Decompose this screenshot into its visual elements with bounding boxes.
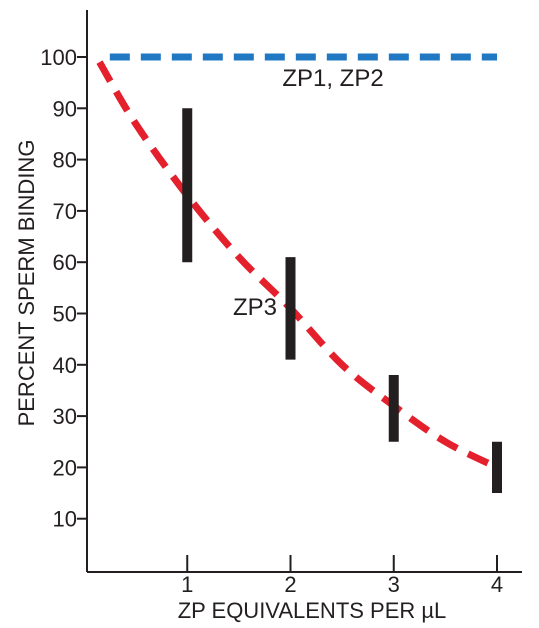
y-axis-title: PERCENT SPERM BINDING xyxy=(14,140,39,427)
x-axis-title: ZP EQUIVALENTS PER µL xyxy=(178,598,447,623)
y-tick-label: 90 xyxy=(53,96,77,121)
series-label-zp1-zp2: ZP1, ZP2 xyxy=(282,65,383,92)
labels-layer: ZP1, ZP2 ZP3 xyxy=(233,65,384,321)
y-tick-label: 80 xyxy=(53,148,77,173)
y-tick-label: 100 xyxy=(40,45,77,70)
y-tick-label: 70 xyxy=(53,199,77,224)
series-label-zp3: ZP3 xyxy=(233,294,277,321)
errorbar-layer xyxy=(182,108,502,494)
y-tick-label: 40 xyxy=(53,353,77,378)
y-tick-label: 50 xyxy=(53,302,77,327)
series-line-zp3 xyxy=(96,60,499,471)
x-tick-label: 3 xyxy=(388,572,400,597)
y-tick-label: 20 xyxy=(53,455,77,480)
x-tick-label: 2 xyxy=(284,572,296,597)
x-tick-label: 1 xyxy=(181,572,193,597)
y-tick-label: 60 xyxy=(53,250,77,275)
y-ticks: 10 20 30 40 50 60 70 80 90 100 xyxy=(40,45,87,532)
y-tick-label: 10 xyxy=(53,507,77,532)
axes xyxy=(86,10,522,573)
x-tick-label: 4 xyxy=(491,572,503,597)
y-tick-label: 30 xyxy=(53,404,77,429)
series-layer xyxy=(96,53,499,471)
x-ticks: 1 2 3 4 xyxy=(181,555,503,597)
